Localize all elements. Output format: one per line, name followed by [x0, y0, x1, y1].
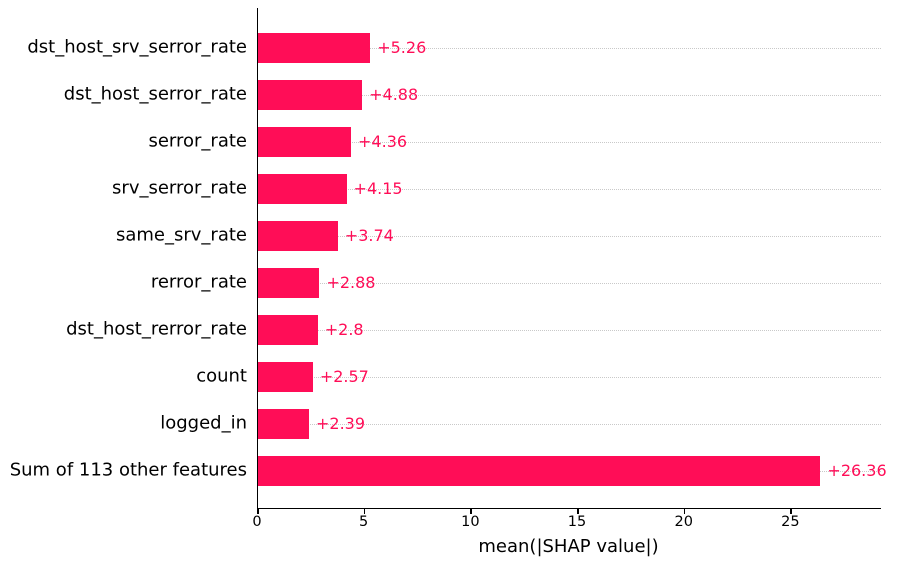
x-tick-mark — [470, 509, 472, 514]
bar-value-label: +3.74 — [344, 226, 394, 245]
bar — [258, 409, 309, 439]
feature-label: logged_in — [160, 412, 247, 434]
gridline — [258, 95, 881, 96]
gridline — [258, 48, 881, 49]
x-tick-label: 10 — [461, 514, 480, 530]
gridline — [258, 424, 881, 425]
gridline — [258, 189, 881, 190]
gridline — [258, 236, 881, 237]
bar-value-label: +4.88 — [369, 85, 419, 104]
gridline — [258, 330, 881, 331]
bar — [258, 456, 821, 486]
feature-label: count — [196, 365, 247, 387]
gridline — [258, 283, 881, 284]
x-tick-mark — [790, 509, 792, 514]
bar-value-label: +2.8 — [324, 320, 364, 339]
x-tick-label: 5 — [359, 514, 369, 530]
feature-label: dst_host_rerror_rate — [66, 318, 247, 340]
x-axis-title: mean(|SHAP value|) — [478, 536, 659, 557]
x-tick-mark — [257, 509, 259, 514]
feature-label: same_srv_rate — [115, 224, 247, 246]
bar — [258, 127, 352, 157]
x-tick-label: 0 — [252, 514, 262, 530]
bar-value-label: +4.36 — [358, 132, 408, 151]
x-tick-mark — [577, 509, 579, 514]
gridline — [258, 142, 881, 143]
feature-label: srv_serror_rate — [112, 177, 247, 199]
bar-value-label: +26.36 — [827, 461, 887, 480]
feature-label: dst_host_serror_rate — [63, 83, 247, 105]
bar-value-label: +2.57 — [319, 367, 369, 386]
x-tick-label: 25 — [781, 514, 800, 530]
bar — [258, 362, 313, 392]
x-tick-mark — [363, 509, 366, 514]
feature-label: dst_host_srv_serror_rate — [27, 36, 247, 58]
bar — [258, 315, 318, 345]
plot-area: +5.26 +4.88 +4.36 +4.15 +3.74 +2.88 +2.8 +2.57 +… — [257, 8, 887, 509]
bar-value-label: +4.15 — [353, 179, 403, 198]
bar — [258, 33, 371, 63]
bar — [258, 221, 338, 251]
feature-label: rerror_rate — [150, 271, 247, 293]
bar-value-label: +2.88 — [326, 273, 376, 292]
bar-value-label: +5.26 — [377, 38, 427, 57]
bar — [258, 174, 347, 204]
x-tick-mark — [683, 509, 686, 514]
bar — [258, 80, 363, 110]
bar — [258, 268, 320, 298]
feature-label: Sum of 113 other features — [9, 459, 247, 481]
x-tick-label: 20 — [674, 514, 693, 530]
bar-value-label: +2.39 — [315, 414, 366, 433]
feature-label: serror_rate — [148, 130, 247, 152]
x-tick-label: 15 — [567, 514, 587, 530]
gridline — [258, 377, 881, 378]
